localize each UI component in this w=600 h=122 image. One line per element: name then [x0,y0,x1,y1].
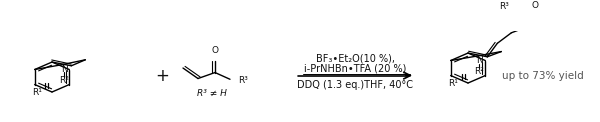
Text: O: O [212,46,218,55]
Text: N: N [61,65,67,74]
Text: R³: R³ [238,76,248,85]
Text: R¹: R¹ [448,79,458,87]
Text: R²: R² [474,67,484,76]
Text: N: N [476,56,482,65]
Text: R³ ≠ H: R³ ≠ H [197,89,227,98]
Text: R³: R³ [499,2,509,11]
Text: i-PrNHBn•TFA (20 %): i-PrNHBn•TFA (20 %) [304,63,406,73]
Text: O: O [532,1,539,10]
Text: R²: R² [59,76,69,85]
Text: +: + [155,67,169,85]
Text: up to 73% yield: up to 73% yield [502,71,584,81]
Text: BF₃•Et₂O(10 %),: BF₃•Et₂O(10 %), [316,53,395,63]
Text: DDQ (1.3 eq.)THF, 40°C: DDQ (1.3 eq.)THF, 40°C [297,80,413,90]
Text: R¹: R¹ [32,87,42,97]
